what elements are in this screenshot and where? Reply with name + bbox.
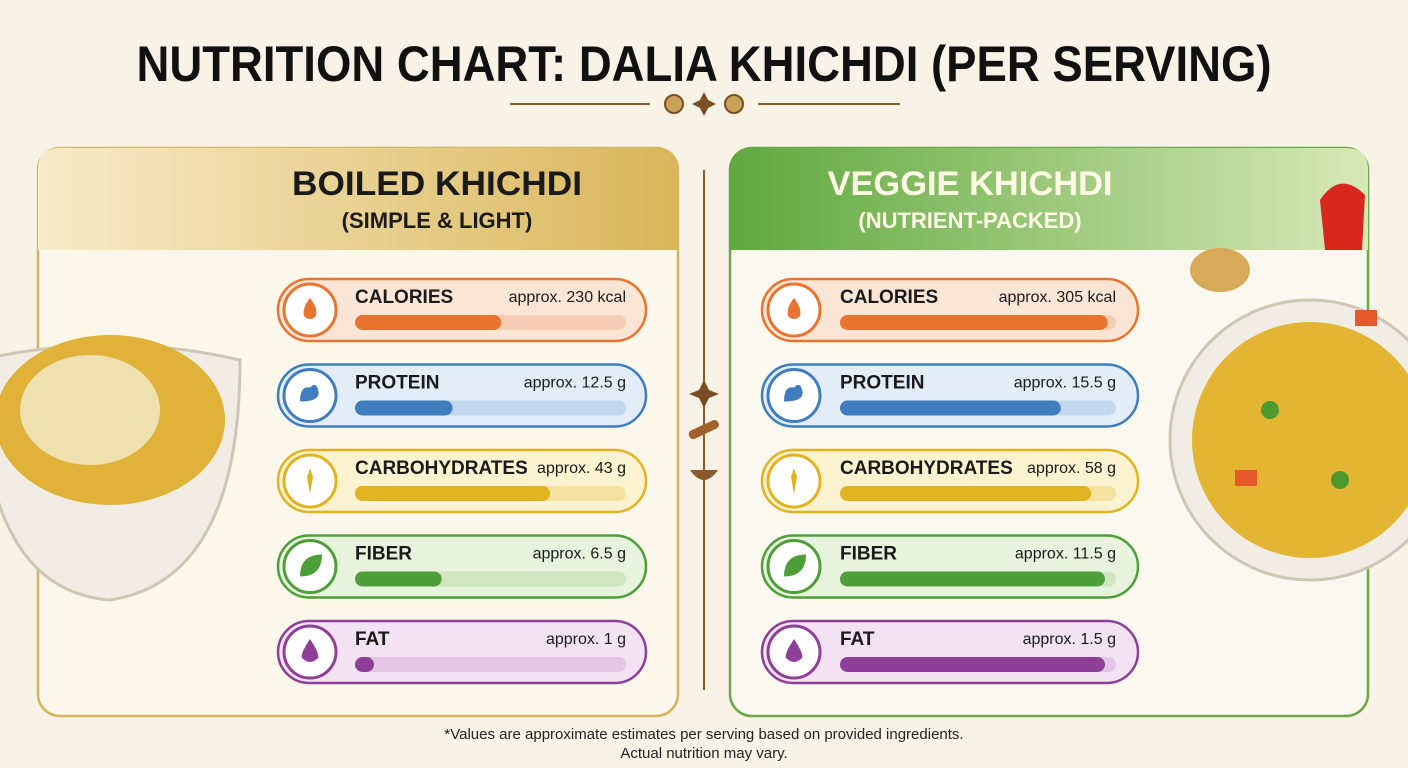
panel-subtitle: (SIMPLE & LIGHT): [342, 208, 533, 233]
nutrient-label: FAT: [355, 629, 390, 650]
nutrient-icon: [307, 468, 313, 494]
nutrient-value: approx. 6.5 g: [533, 546, 626, 563]
nutrient-label: CARBOHYDRATES: [355, 458, 528, 479]
page-title: NUTRITION CHART: DALIA KHICHDI (PER SERV…: [137, 36, 1272, 92]
nutrient-value: approx. 58 g: [1027, 460, 1116, 477]
nutrient-value: approx. 1 g: [546, 631, 626, 648]
veggie-bowl: [1168, 183, 1408, 582]
nutrient-icon: [301, 639, 319, 662]
bar-fill: [840, 400, 1061, 416]
nutrient-row: CALORIES approx. 305 kcal: [760, 277, 1140, 343]
nutrient-icon: [785, 639, 803, 662]
nutrient-value: approx. 43 g: [537, 460, 626, 477]
nutrient-icon: [300, 384, 319, 402]
nutrient-row: CARBOHYDRATES approx. 58 g: [760, 448, 1140, 514]
nutrient-label: CALORIES: [840, 287, 938, 308]
nutrient-label: CALORIES: [355, 287, 453, 308]
nutrient-label: FIBER: [355, 544, 412, 565]
nutrient-row: CARBOHYDRATES approx. 43 g: [276, 448, 648, 514]
nutrient-icon: [791, 468, 797, 494]
veggie-header: [730, 148, 1368, 250]
nutrient-row: PROTEIN approx. 12.5 g: [276, 363, 648, 428]
boiled-bowl: [0, 335, 242, 602]
bar-fill: [840, 315, 1108, 330]
footnote: Actual nutrition may vary.: [620, 745, 787, 762]
nutrient-icon: [787, 298, 801, 319]
nutrient-icon: [784, 384, 803, 402]
nutrient-icon: [300, 554, 322, 577]
nutrient-row: FIBER approx. 6.5 g: [276, 534, 648, 599]
nutrient-value: approx. 11.5 g: [1015, 546, 1116, 563]
nutrient-row: PROTEIN approx. 15.5 g: [760, 363, 1140, 428]
footnote: *Values are approximate estimates per se…: [444, 726, 963, 743]
nutrient-value: approx. 15.5 g: [1014, 375, 1116, 392]
bar-fill: [355, 657, 374, 672]
nutrient-label: PROTEIN: [840, 373, 924, 394]
nutrient-label: CARBOHYDRATES: [840, 458, 1013, 479]
nutrient-label: FAT: [840, 629, 875, 650]
nutrient-icon: [784, 554, 806, 577]
nutrient-icon: [303, 298, 317, 319]
nutrient-row: CALORIES approx. 230 kcal: [276, 277, 648, 343]
bar-fill: [840, 486, 1092, 501]
bar-fill: [840, 571, 1105, 587]
nutrient-label: FIBER: [840, 544, 897, 565]
nutrient-label: PROTEIN: [355, 373, 439, 394]
boiled-header: [38, 148, 678, 250]
bar-fill: [355, 486, 551, 501]
bar-track: [355, 657, 626, 672]
panel-subtitle: (NUTRIENT-PACKED): [858, 208, 1081, 233]
nutrient-value: approx. 305 kcal: [999, 289, 1116, 306]
nutrient-row: FAT approx. 1 g: [276, 619, 648, 685]
nutrient-value: approx. 12.5 g: [524, 375, 626, 392]
nutrient-value: approx. 1.5 g: [1023, 631, 1116, 648]
divider-ornament: [510, 92, 900, 690]
panel-title: BOILED KHICHDI: [292, 165, 582, 203]
bar-fill: [355, 315, 502, 330]
bar-fill: [840, 657, 1105, 672]
panel-title: VEGGIE KHICHDI: [828, 165, 1113, 203]
bar-fill: [355, 571, 442, 587]
nutrient-row: FAT approx. 1.5 g: [760, 619, 1140, 685]
nutrient-row: FIBER approx. 11.5 g: [760, 534, 1140, 599]
nutrient-value: approx. 230 kcal: [509, 289, 626, 306]
bar-fill: [355, 400, 453, 416]
